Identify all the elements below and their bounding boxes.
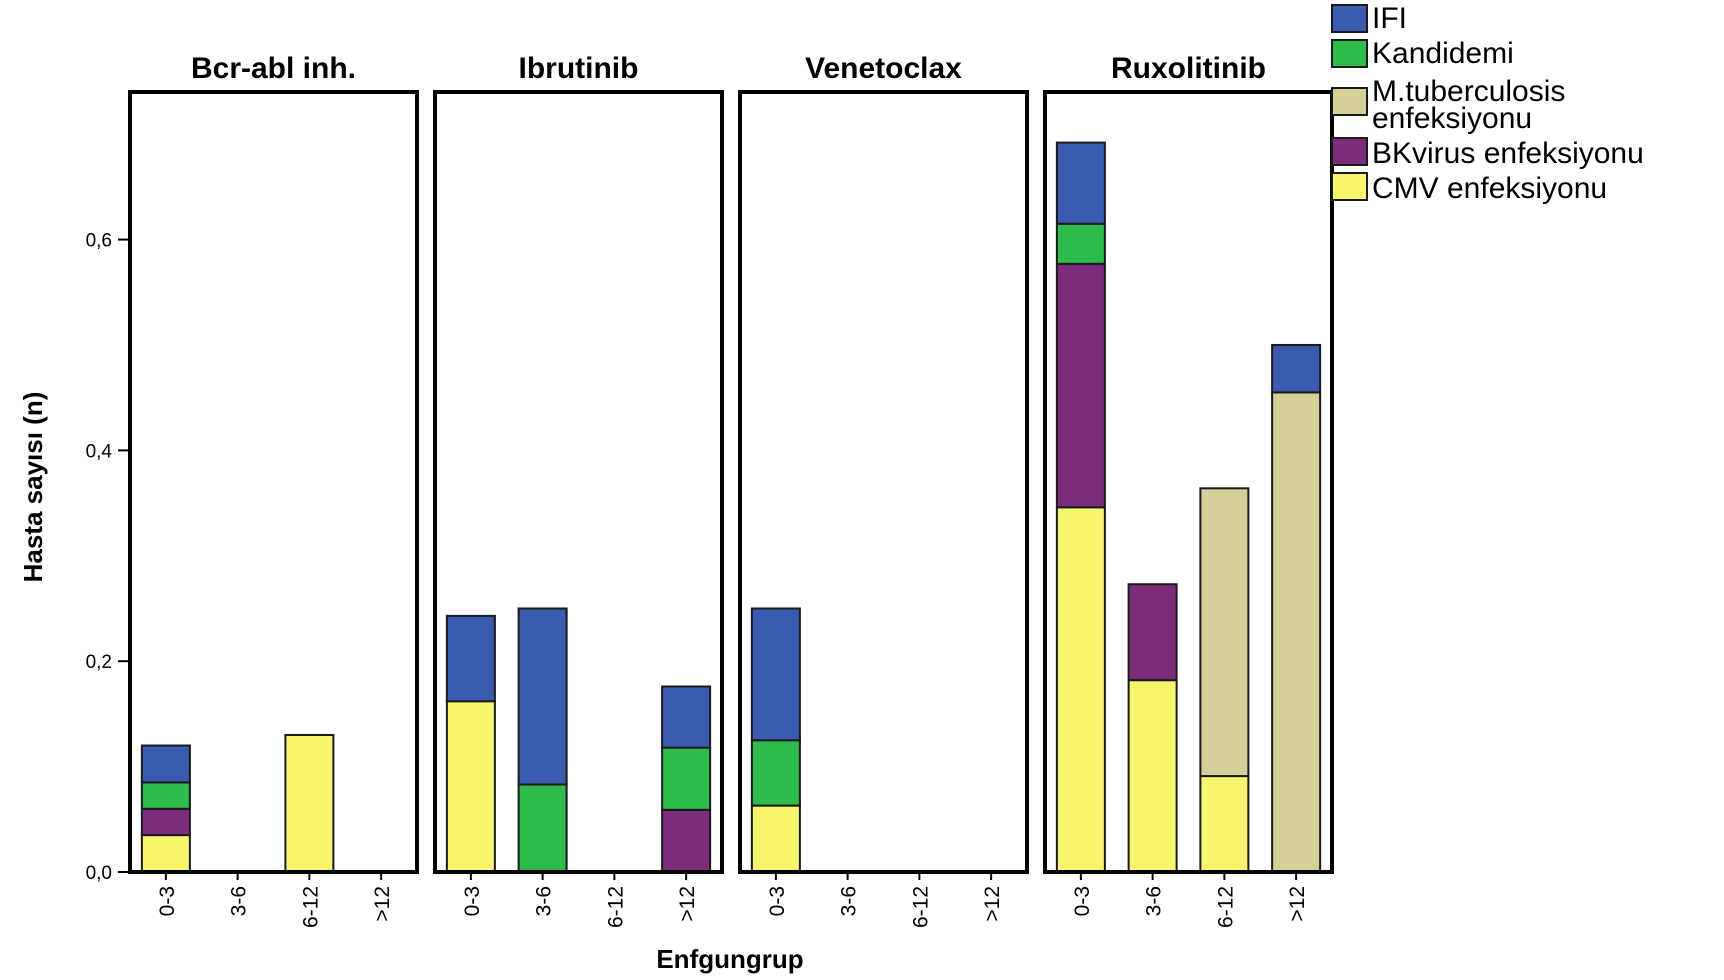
bar-segment-cmv	[1127, 679, 1178, 874]
bar-segment-ifi	[517, 607, 568, 786]
x-tick-label: >12	[371, 886, 394, 922]
bar-segment-kand	[750, 739, 801, 807]
bar-segment-kand	[140, 781, 191, 810]
x-tick-label: >12	[676, 886, 699, 922]
bar-segment-ifi	[661, 685, 712, 749]
panel-bcr-abl-inh-: Bcr-abl inh. 0-3 3-6 6-12 >12	[128, 52, 419, 928]
x-tick-label: 0-3	[156, 886, 179, 916]
panel-title: Ruxolitinib	[1111, 52, 1266, 85]
legend-swatch	[1331, 4, 1368, 33]
bar-segment-tb	[1271, 391, 1322, 873]
bar-segment-tb	[1199, 487, 1250, 778]
bar-segment-ifi	[445, 614, 496, 703]
bar-segment-kand	[661, 746, 712, 811]
x-tick-label: 6-12	[604, 886, 627, 928]
panel-frame	[433, 90, 724, 874]
chart-panels: Bcr-abl inh. 0-3 3-6 6-12 >12 Ibrutinib 0-3 3-6…	[128, 52, 1334, 928]
bar-segment-bk	[1055, 262, 1106, 509]
legend-label: CMV enfeksiyonu	[1372, 172, 1607, 205]
bar-segment-bk	[1127, 583, 1178, 682]
x-tick-label: 3-6	[838, 886, 861, 916]
x-tick-label: >12	[1286, 886, 1309, 922]
bar-segment-kand	[517, 783, 568, 873]
legend-item-cmv: CMV enfeksiyonu	[1331, 172, 1607, 205]
panel-frame	[1043, 90, 1334, 874]
y-tick-label: 0,4	[86, 441, 113, 462]
legend-label: BKvirus enfeksiyonu	[1372, 137, 1644, 170]
bar-segment-bk	[661, 808, 712, 873]
y-tick-label: 0,0	[86, 863, 112, 884]
y-tick-label: 0,2	[86, 652, 112, 673]
x-tick-label: 3-6	[1143, 886, 1166, 916]
bar-segment-ifi	[1055, 141, 1106, 225]
legend-swatch	[1331, 39, 1368, 68]
legend-item-bk: BKvirus enfeksiyonu	[1331, 137, 1644, 170]
x-tick-label: 0-3	[1071, 886, 1094, 916]
x-tick-label: 0-3	[461, 886, 484, 916]
legend-swatch	[1331, 87, 1368, 116]
legend-swatch	[1331, 137, 1368, 166]
bar-segment-cmv	[284, 733, 335, 873]
legend-label: Kandidemi	[1372, 37, 1514, 70]
bar-segment-cmv	[750, 804, 801, 874]
bar-segment-ifi	[140, 744, 191, 784]
x-tick-label: 6-12	[299, 886, 322, 928]
panel-frame	[128, 90, 419, 874]
bar-segment-ifi	[1271, 343, 1322, 394]
legend-label: M.tuberculosis	[1372, 75, 1565, 108]
y-tick-label: 0,6	[86, 231, 112, 252]
bar-segment-cmv	[1055, 506, 1106, 873]
x-tick-label: 3-6	[533, 886, 556, 916]
x-tick-label: 3-6	[228, 886, 251, 916]
legend-item-ifi: IFI	[1331, 2, 1407, 35]
bar-segment-kand	[1055, 222, 1106, 265]
y-axis-title: Hasta sayısı (n)	[18, 392, 48, 583]
bar-segment-ifi	[750, 607, 801, 742]
panel-ibrutinib: Ibrutinib 0-3 3-6 6-12 >12	[433, 52, 724, 928]
x-tick-label: 6-12	[909, 886, 932, 928]
x-tick-label: 6-12	[1214, 886, 1237, 928]
x-tick-label: >12	[981, 886, 1004, 922]
bar-segment-cmv	[140, 834, 191, 873]
panel-title: Venetoclax	[805, 52, 962, 85]
legend-swatch	[1331, 172, 1368, 201]
panel-ruxolitinib: Ruxolitinib 0-3 3-6 6-12 >12	[1043, 52, 1334, 928]
x-axis-title: Enfgungrup	[656, 944, 803, 974]
panel-title: Bcr-abl inh.	[191, 52, 356, 85]
legend-label: IFI	[1372, 2, 1407, 35]
legend-item-kand: Kandidemi	[1331, 37, 1514, 70]
bar-segment-cmv	[1199, 775, 1250, 873]
y-axis: 0,0 0,2 0,4 0,6	[86, 231, 128, 884]
panel-title: Ibrutinib	[519, 52, 639, 85]
panel-frame	[738, 90, 1029, 874]
x-tick-label: 0-3	[766, 886, 789, 916]
bar-segment-bk	[140, 807, 191, 837]
legend-label: enfeksiyonu	[1372, 102, 1532, 135]
panel-venetoclax: Venetoclax 0-3 3-6 6-12 >12	[738, 52, 1029, 928]
bar-segment-cmv	[445, 700, 496, 873]
